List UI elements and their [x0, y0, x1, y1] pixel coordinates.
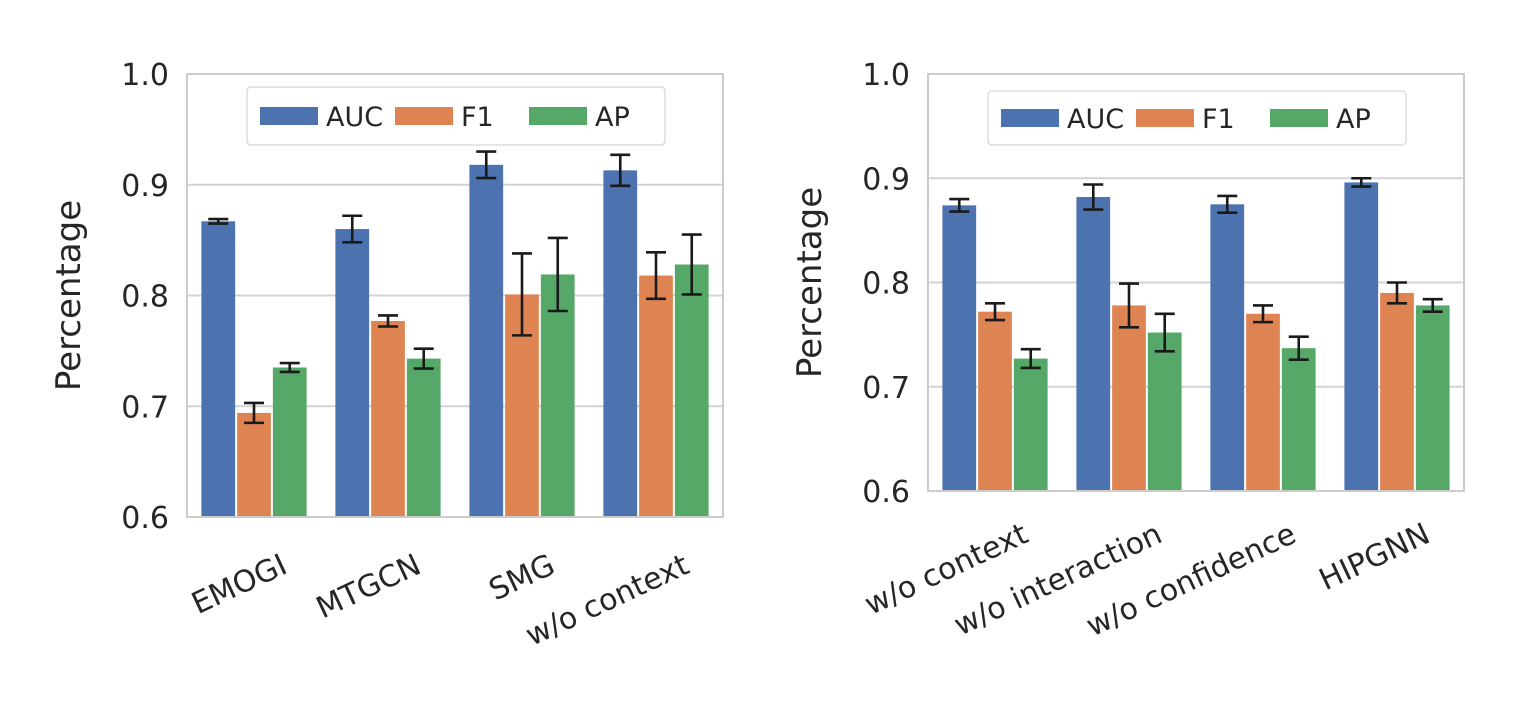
legend-swatch-f1 [1136, 109, 1194, 127]
legend-label-ap: AP [595, 102, 630, 133]
bar-ap-2 [406, 358, 441, 517]
legend-swatch-f1 [395, 107, 453, 125]
x-tick-label: HIPGNN [1314, 517, 1435, 598]
bar-f1-2 [371, 320, 405, 517]
error-bar [646, 251, 666, 301]
bar-auc-4 [1344, 182, 1379, 492]
error-bar [342, 214, 363, 244]
bar-ap-1 [1013, 358, 1048, 491]
y-tick-label: 0.9 [121, 169, 169, 204]
bar-ap-4 [674, 264, 709, 517]
legend-swatch-ap [1270, 109, 1328, 127]
legend-box [987, 90, 1407, 146]
legend: AUC F1 AP [246, 86, 666, 146]
legend-label-ap: AP [1336, 104, 1371, 135]
error-bar [1154, 312, 1175, 353]
legend-label-f1: F1 [1202, 104, 1235, 135]
y-tick-label: 0.7 [121, 390, 169, 425]
bar-ap-3 [1281, 348, 1316, 491]
x-tick-label: MTGCN [311, 548, 426, 627]
error-bar [949, 197, 970, 213]
bar-f1-4 [1380, 292, 1414, 491]
bar-f1-2 [1112, 305, 1146, 491]
y-tick-label: 0.9 [862, 162, 910, 197]
error-bar [1253, 304, 1273, 324]
bar-auc-1 [942, 205, 977, 492]
x-tick-label: EMOGI [186, 548, 292, 622]
y-tick-label: 0.6 [121, 501, 169, 536]
y-axis-title: Percentage [49, 200, 89, 391]
bar-auc-1 [201, 221, 236, 518]
error-bar [1288, 335, 1309, 361]
y-tick-label: 0.8 [121, 280, 169, 315]
error-bar [413, 347, 434, 370]
error-bar [681, 233, 702, 296]
error-bar [279, 361, 300, 374]
bar-ap-1 [272, 367, 307, 517]
bar-auc-3 [469, 164, 504, 517]
error-bar [1083, 183, 1104, 211]
legend-swatch-ap [529, 107, 587, 125]
error-bar [610, 153, 631, 188]
error-bar [512, 252, 532, 337]
error-bar [985, 302, 1005, 322]
bar-ap-3 [540, 274, 575, 517]
y-tick-label: 0.7 [862, 371, 910, 406]
error-bar [1119, 282, 1139, 329]
y-axis-title: Percentage [790, 187, 830, 378]
error-bar [476, 150, 497, 180]
error-bar [378, 314, 398, 328]
error-bar [244, 401, 264, 425]
y-tick-label: 1.0 [862, 58, 910, 93]
error-bar [1351, 176, 1372, 188]
legend-swatch-auc [1001, 109, 1059, 127]
bar-f1-1 [978, 311, 1012, 491]
bar-f1-1 [237, 412, 271, 517]
y-tick-label: 0.8 [862, 267, 910, 302]
error-bar [1217, 194, 1238, 214]
bar-ap-4 [1415, 305, 1450, 491]
error-bar [208, 217, 229, 225]
error-bar [1020, 347, 1041, 370]
plot-frame [927, 73, 1465, 492]
bar-f1-3 [1246, 313, 1280, 491]
y-tick-label: 0.6 [862, 475, 910, 510]
legend-label-f1: F1 [461, 102, 494, 133]
legend: AUC F1 AP [987, 90, 1407, 146]
legend-label-auc: AUC [326, 102, 383, 133]
bar-auc-2 [335, 229, 370, 518]
bar-ap-2 [1147, 332, 1182, 491]
bar-auc-4 [603, 170, 638, 518]
plot-frame [186, 73, 724, 518]
error-bar [1387, 281, 1407, 305]
y-tick-label: 1.0 [121, 58, 169, 93]
legend-box [246, 86, 666, 146]
bar-auc-2 [1076, 197, 1111, 491]
legend-label-auc: AUC [1067, 104, 1124, 135]
bar-auc-3 [1210, 204, 1245, 491]
legend-swatch-auc [260, 107, 318, 125]
x-tick-label: SMG [484, 548, 561, 609]
error-bar [1422, 297, 1443, 313]
bar-f1-4 [639, 275, 673, 517]
error-bar [547, 236, 568, 313]
